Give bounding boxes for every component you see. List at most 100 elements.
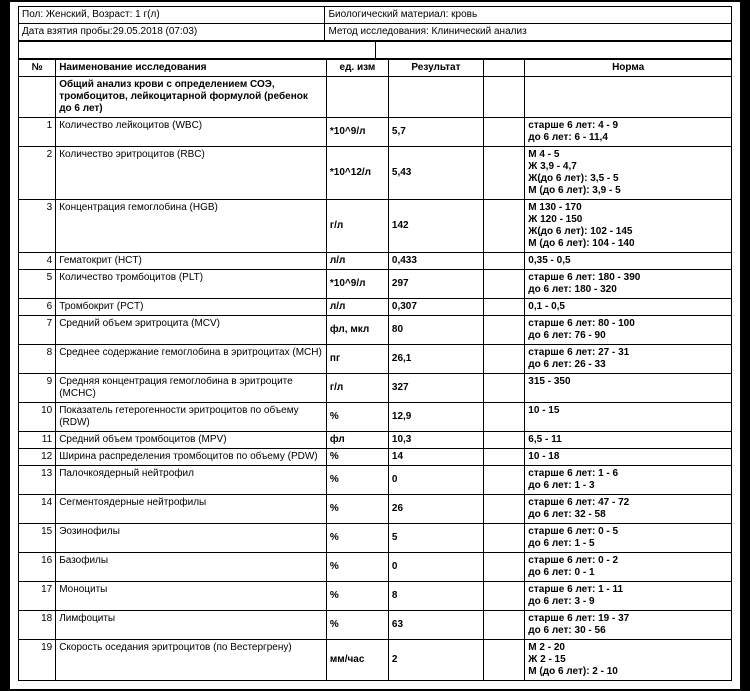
- cell-unit: %: [326, 582, 388, 611]
- col-norm: Норма: [525, 60, 732, 77]
- cell-empty: [483, 449, 524, 466]
- cell-name: Средний объем эритроцита (MCV): [56, 316, 327, 345]
- results-body: Общий анализ крови с определением СОЭ, т…: [19, 77, 732, 681]
- cell-result: 8: [388, 582, 483, 611]
- table-row: 7Средний объем эритроцита (MCV)фл, мкл80…: [19, 316, 732, 345]
- cell-num: 17: [19, 582, 56, 611]
- cell-num: 3: [19, 200, 56, 253]
- cell-norm: 0,1 - 0,5: [525, 299, 732, 316]
- cell-result: 14: [388, 449, 483, 466]
- cell-name: Количество лейкоцитов (WBC): [56, 118, 327, 147]
- table-row: 2Количество эритроцитов (RBC)*10^12/л5,4…: [19, 147, 732, 200]
- cell-name: Показатель гетерогенности эритроцитов по…: [56, 403, 327, 432]
- col-name: Наименование исследования: [56, 60, 327, 77]
- cell-num: 16: [19, 553, 56, 582]
- cell-unit: %: [326, 449, 388, 466]
- cell-result: 5: [388, 524, 483, 553]
- cell-empty: [483, 147, 524, 200]
- cell-num: 14: [19, 495, 56, 524]
- col-result: Результат: [388, 60, 483, 77]
- cell-empty: [483, 403, 524, 432]
- cell-empty: [483, 374, 524, 403]
- cell-num: 15: [19, 524, 56, 553]
- table-row: 1Количество лейкоцитов (WBC)*10^9/л5,7ст…: [19, 118, 732, 147]
- table-row: 10Показатель гетерогенности эритроцитов …: [19, 403, 732, 432]
- table-row: 9Средняя концентрация гемоглобина в эрит…: [19, 374, 732, 403]
- table-row: 8Среднее содержание гемоглобина в эритро…: [19, 345, 732, 374]
- results-table: № Наименование исследования ед. изм Резу…: [18, 59, 732, 681]
- table-header-row: № Наименование исследования ед. изм Резу…: [19, 60, 732, 77]
- table-row: 6Тромбокрит (PCT)л/л0,3070,1 - 0,5: [19, 299, 732, 316]
- cell-norm: старше 6 лет: 0 - 2 до 6 лет: 0 - 1: [525, 553, 732, 582]
- cell-name: Моноциты: [56, 582, 327, 611]
- table-row: 5Количество тромбоцитов (PLT)*10^9/л297с…: [19, 270, 732, 299]
- cell-result: 2: [388, 640, 483, 681]
- cell-norm: старше 6 лет: 180 - 390 до 6 лет: 180 - …: [525, 270, 732, 299]
- cell-num: 6: [19, 299, 56, 316]
- cell-norm: старше 6 лет: 19 - 37 до 6 лет: 30 - 56: [525, 611, 732, 640]
- cell-result: 327: [388, 374, 483, 403]
- cell-result: 0: [388, 553, 483, 582]
- cell-norm: 0,35 - 0,5: [525, 253, 732, 270]
- cell-unit: %: [326, 524, 388, 553]
- cell-empty: [483, 524, 524, 553]
- cell-name: Концентрация гемоглобина (HGB): [56, 200, 327, 253]
- cell-num: 5: [19, 270, 56, 299]
- cell-unit: *10^12/л: [326, 147, 388, 200]
- cell-unit: пг: [326, 345, 388, 374]
- cell-num: 11: [19, 432, 56, 449]
- cell-name: Гематокрит (HCT): [56, 253, 327, 270]
- cell-name: Количество эритроцитов (RBC): [56, 147, 327, 200]
- cell-unit: мм/час: [326, 640, 388, 681]
- table-row: 3Концентрация гемоглобина (HGB)г/л142М 1…: [19, 200, 732, 253]
- cell-unit: фл, мкл: [326, 316, 388, 345]
- table-row: 4Гематокрит (HCT)л/л0,4330,35 - 0,5: [19, 253, 732, 270]
- meta-material: Биологический материал: кровь: [325, 7, 732, 24]
- cell-norm: старше 6 лет: 1 - 11 до 6 лет: 3 - 9: [525, 582, 732, 611]
- cell-result: 80: [388, 316, 483, 345]
- cell-result: 10,3: [388, 432, 483, 449]
- cell-unit: %: [326, 611, 388, 640]
- cell-unit: %: [326, 403, 388, 432]
- cell-result: 0,307: [388, 299, 483, 316]
- cell-unit: л/л: [326, 253, 388, 270]
- cell-num: 4: [19, 253, 56, 270]
- cell-unit: г/л: [326, 374, 388, 403]
- cell-num: 7: [19, 316, 56, 345]
- cell-unit: *10^9/л: [326, 270, 388, 299]
- cell-empty: [483, 582, 524, 611]
- meta-table: Пол: Женский, Возраст: 1 г(л) Биологичес…: [18, 6, 732, 41]
- cell-num: 1: [19, 118, 56, 147]
- meta-sample-date: Дата взятия пробы:29.05.2018 (07:03): [19, 24, 325, 41]
- cell-norm: 10 - 18: [525, 449, 732, 466]
- cell-name: Ширина распределения тромбоцитов по объе…: [56, 449, 327, 466]
- cell-unit: %: [326, 466, 388, 495]
- cell-result: 12,9: [388, 403, 483, 432]
- cell-result: 5,43: [388, 147, 483, 200]
- cell-norm: М 4 - 5 Ж 3,9 - 4,7 Ж(до 6 лет): 3,5 - 5…: [525, 147, 732, 200]
- cell-result: 26,1: [388, 345, 483, 374]
- cell-num: 8: [19, 345, 56, 374]
- cell-norm: старше 6 лет: 4 - 9 до 6 лет: 6 - 11,4: [525, 118, 732, 147]
- cell-name: Тромбокрит (PCT): [56, 299, 327, 316]
- cell-empty: [483, 118, 524, 147]
- cell-name: Лимфоциты: [56, 611, 327, 640]
- cell-name: Средняя концентрация гемоглобина в эритр…: [56, 374, 327, 403]
- cell-name: Эозинофилы: [56, 524, 327, 553]
- cell-unit: г/л: [326, 200, 388, 253]
- cell-empty: [483, 270, 524, 299]
- cell-unit: *10^9/л: [326, 118, 388, 147]
- table-row: 18Лимфоциты%63старше 6 лет: 19 - 37 до 6…: [19, 611, 732, 640]
- cell-empty: [483, 495, 524, 524]
- table-row: 16Базофилы%0старше 6 лет: 0 - 2 до 6 лет…: [19, 553, 732, 582]
- cell-num: 9: [19, 374, 56, 403]
- cell-empty: [483, 200, 524, 253]
- table-row: 19Скорость оседания эритроцитов (по Вест…: [19, 640, 732, 681]
- cell-num: 18: [19, 611, 56, 640]
- table-row: 15Эозинофилы%5старше 6 лет: 0 - 5 до 6 л…: [19, 524, 732, 553]
- cell-empty: [483, 316, 524, 345]
- meta-method: Метод исследования: Клинический анализ: [325, 24, 732, 41]
- table-row: 13Палочкоядерный нейтрофил%0старше 6 лет…: [19, 466, 732, 495]
- cell-name: Скорость оседания эритроцитов (по Вестер…: [56, 640, 327, 681]
- meta-sex-age: Пол: Женский, Возраст: 1 г(л): [19, 7, 325, 24]
